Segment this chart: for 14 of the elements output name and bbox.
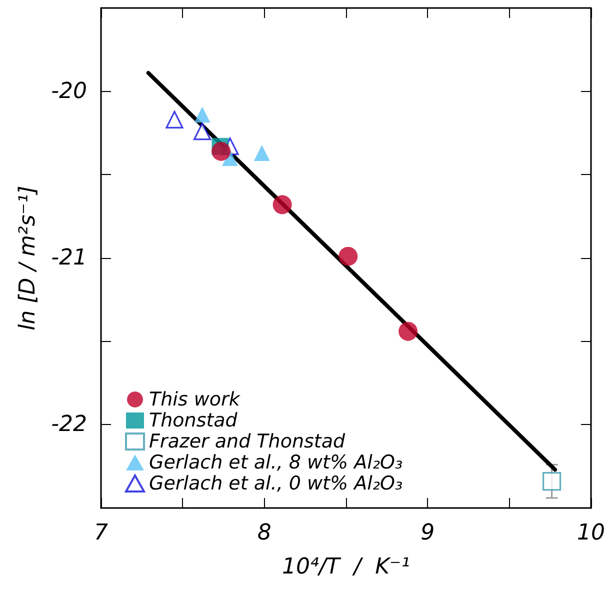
legend-label: Thonstad	[149, 410, 238, 432]
y-tick-label: -21	[51, 246, 87, 270]
x-axis-title: 10⁴/T / K⁻¹	[282, 554, 410, 580]
legend-label: This work	[149, 388, 241, 410]
y-tick-label: -20	[51, 78, 87, 104]
x-tick-label: 10	[577, 520, 606, 546]
legend-label: Frazer and Thonstad	[149, 430, 346, 452]
y-tick-label: -22	[51, 412, 87, 438]
legend-label: Gerlach et al., 8 wt% Al₂O₃	[149, 452, 403, 474]
x-tick-label: 9	[420, 520, 435, 546]
y-axis-title: ln [D / m²s⁻¹]	[16, 186, 40, 330]
legend-label: Gerlach et al., 0 wt% Al₂O₃	[149, 472, 403, 494]
x-tick-label: 7	[94, 520, 108, 546]
x-tick-label: 8	[257, 520, 272, 546]
